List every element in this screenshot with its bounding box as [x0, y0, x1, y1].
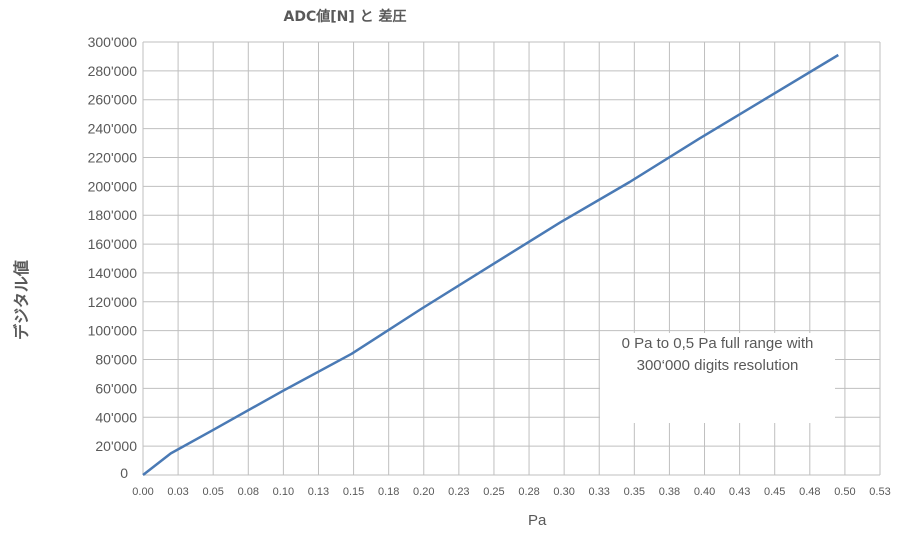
x-tick-label: 0.30: [553, 486, 574, 498]
y-tick-label: 280'000: [88, 63, 138, 79]
x-tick-label: 0.20: [413, 486, 434, 498]
y-tick-label: 80'000: [95, 352, 137, 368]
y-tick-label: 140'000: [88, 265, 138, 281]
y-tick-label: 40'000: [95, 409, 137, 425]
x-tick-label: 0.48: [799, 486, 820, 498]
x-tick-label: 0.33: [589, 486, 610, 498]
annotation-box: 0 Pa to 0,5 Pa full range with 300‘000 d…: [600, 333, 835, 423]
x-tick-label: 0.38: [659, 486, 680, 498]
y-tick-label: 260'000: [88, 92, 138, 108]
y-tick-label: 300'000: [88, 34, 138, 50]
y-tick-label: 60'000: [95, 380, 137, 396]
x-tick-label: 0.53: [869, 486, 890, 498]
x-tick-label: 0.00: [132, 486, 153, 498]
y-tick-label: 20'000: [95, 438, 137, 454]
x-tick-label: 0.25: [483, 486, 504, 498]
x-tick-label: 0.10: [273, 486, 294, 498]
series-line: [142, 53, 839, 476]
x-tick-label: 0.08: [238, 486, 259, 498]
y-tick-label: 0: [120, 465, 128, 481]
x-tick-label: 0.05: [202, 486, 223, 498]
y-tick-label: 220'000: [88, 149, 138, 165]
x-tick-label: 0.50: [834, 486, 855, 498]
y-tick-label: 180'000: [88, 207, 138, 223]
x-tick-label: 0.15: [343, 486, 364, 498]
x-tick-label: 0.23: [448, 486, 469, 498]
y-tick-label: 100'000: [88, 323, 138, 339]
y-tick-label: 160'000: [88, 236, 138, 252]
x-tick-label: 0.13: [308, 486, 329, 498]
x-tick-label: 0.43: [729, 486, 750, 498]
y-tick-label: 240'000: [88, 121, 138, 137]
x-tick-label: 0.03: [167, 486, 188, 498]
y-tick-label: 200'000: [88, 178, 138, 194]
x-tick-label: 0.35: [624, 486, 645, 498]
y-tick-label: 120'000: [88, 294, 138, 310]
chart-title: ADC値[N] と 差圧: [283, 9, 407, 25]
x-tick-label: 0.28: [518, 486, 539, 498]
x-tick-label: 0.18: [378, 486, 399, 498]
annotation-text: 0 Pa to 0,5 Pa full range with 300‘000 d…: [621, 335, 814, 374]
x-axis-label: Pa: [528, 512, 547, 529]
x-tick-label: 0.40: [694, 486, 715, 498]
x-tick-label: 0.45: [764, 486, 785, 498]
